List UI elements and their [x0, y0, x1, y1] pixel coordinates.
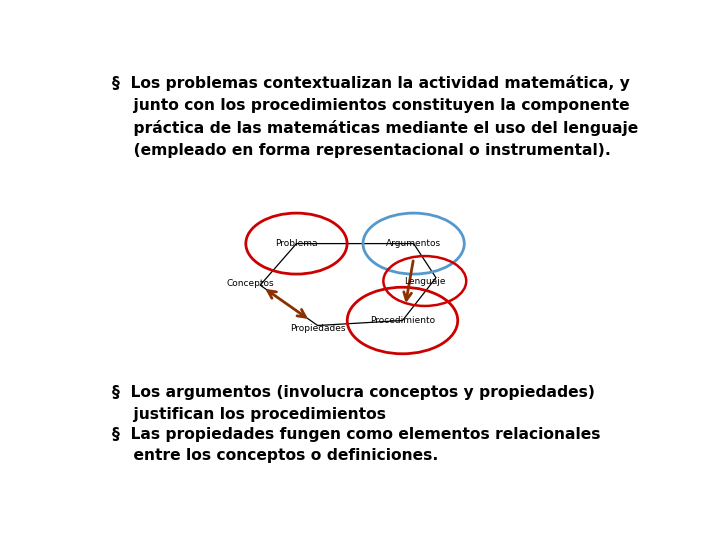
Text: Propiedades: Propiedades [290, 325, 346, 333]
Text: Procedimiento: Procedimiento [370, 316, 435, 325]
Text: Argumentos: Argumentos [386, 239, 441, 248]
Text: Problema: Problema [275, 239, 318, 248]
Text: Conceptos: Conceptos [227, 279, 274, 288]
Text: §  Los problemas contextualizan la actividad matemática, y
    junto con los pro: § Los problemas contextualizan la activi… [112, 75, 639, 158]
Text: Lenguaje: Lenguaje [404, 276, 446, 286]
Text: §  Las propiedades fungen como elementos relacionales
    entre los conceptos o : § Las propiedades fungen como elementos … [112, 427, 600, 463]
Text: §  Los argumentos (involucra conceptos y propiedades)
    justifican los procedi: § Los argumentos (involucra conceptos y … [112, 385, 595, 422]
